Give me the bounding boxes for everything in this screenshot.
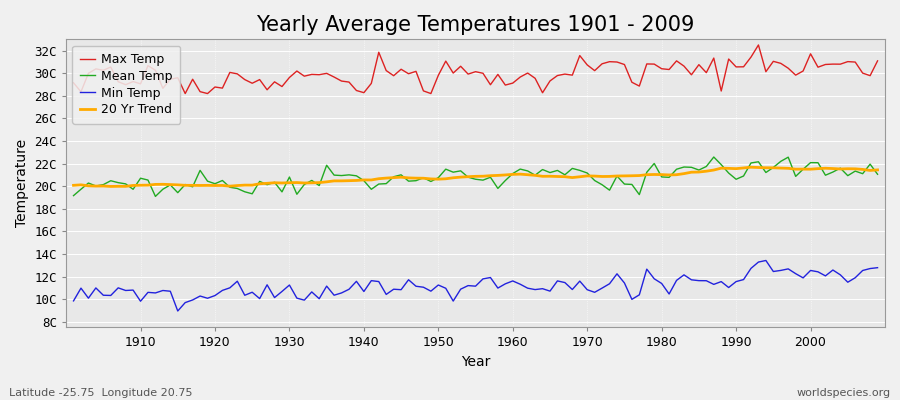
20 Yr Trend <box>105 184 116 189</box>
Mean Temp <box>68 193 79 198</box>
Line: Min Temp: Min Temp <box>74 260 878 311</box>
Mean Temp <box>150 194 161 199</box>
Min Temp <box>872 265 883 270</box>
Max Temp <box>68 80 79 85</box>
Text: worldspecies.org: worldspecies.org <box>796 388 891 398</box>
Line: Max Temp: Max Temp <box>74 45 878 94</box>
20 Yr Trend <box>299 180 310 185</box>
Min Temp <box>299 298 310 302</box>
20 Yr Trend <box>68 183 79 188</box>
Max Temp <box>508 81 518 86</box>
Min Temp <box>508 278 518 283</box>
Max Temp <box>872 58 883 63</box>
20 Yr Trend <box>344 178 355 183</box>
Min Temp <box>173 308 184 313</box>
Line: 20 Yr Trend: 20 Yr Trend <box>74 167 878 186</box>
Mean Temp <box>344 172 355 177</box>
Min Temp <box>344 287 355 292</box>
20 Yr Trend <box>604 174 615 179</box>
20 Yr Trend <box>515 172 526 176</box>
Min Temp <box>128 288 139 292</box>
X-axis label: Year: Year <box>461 355 491 369</box>
Min Temp <box>515 282 526 287</box>
Legend: Max Temp, Mean Temp, Min Temp, 20 Yr Trend: Max Temp, Mean Temp, Min Temp, 20 Yr Tre… <box>72 46 180 124</box>
Max Temp <box>344 80 355 84</box>
Mean Temp <box>508 171 518 176</box>
Mean Temp <box>515 167 526 172</box>
Min Temp <box>604 281 615 286</box>
Max Temp <box>604 59 615 64</box>
Max Temp <box>515 75 526 80</box>
Max Temp <box>753 42 764 47</box>
Y-axis label: Temperature: Temperature <box>15 139 29 228</box>
Mean Temp <box>128 187 139 192</box>
Mean Temp <box>872 172 883 177</box>
Min Temp <box>68 298 79 303</box>
20 Yr Trend <box>745 165 756 170</box>
Line: Mean Temp: Mean Temp <box>74 157 878 196</box>
Mean Temp <box>604 188 615 192</box>
Max Temp <box>128 79 139 84</box>
Mean Temp <box>299 182 310 187</box>
20 Yr Trend <box>872 168 883 172</box>
20 Yr Trend <box>508 172 518 177</box>
Min Temp <box>760 258 771 263</box>
20 Yr Trend <box>135 183 146 188</box>
Mean Temp <box>708 155 719 160</box>
Max Temp <box>299 74 310 78</box>
Title: Yearly Average Temperatures 1901 - 2009: Yearly Average Temperatures 1901 - 2009 <box>256 15 695 35</box>
Max Temp <box>180 91 191 96</box>
Text: Latitude -25.75  Longitude 20.75: Latitude -25.75 Longitude 20.75 <box>9 388 193 398</box>
